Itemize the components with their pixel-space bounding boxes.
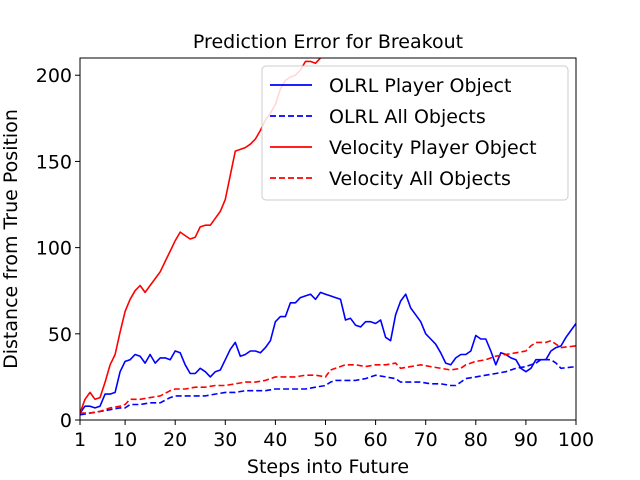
series-line-olrl-all-objects xyxy=(80,358,576,416)
x-tick-label: 1 xyxy=(74,429,86,451)
legend-box xyxy=(261,65,569,201)
y-tick-label: 0 xyxy=(60,410,72,432)
x-tick-label: 10 xyxy=(113,429,137,451)
chart-title: Prediction Error for Breakout xyxy=(193,31,463,53)
plot-frame xyxy=(79,57,577,421)
x-tick-label: 40 xyxy=(263,429,287,451)
y-axis-label: Distance from True Position xyxy=(0,109,22,369)
series-line-velocity-all-objects xyxy=(80,339,576,414)
x-axis-label: Steps into Future xyxy=(247,456,409,478)
legend-label-olrl-all-objects: OLRL All Objects xyxy=(329,106,486,128)
legend: OLRL Player Object OLRL All Objects Veloci… xyxy=(261,65,569,201)
y-tick-label: 50 xyxy=(48,324,72,346)
legend-label-olrl-player-object: OLRL Player Object xyxy=(329,75,511,97)
legend-label-velocity-player-object: Velocity Player Object xyxy=(329,137,537,159)
series-line-olrl-player-object xyxy=(80,291,576,414)
legend-label-velocity-all-objects: Velocity All Objects xyxy=(329,168,511,190)
y-axis: 0 50 100 150 200 xyxy=(36,65,80,432)
y-tick-label: 150 xyxy=(36,151,72,173)
x-tick-label: 100 xyxy=(558,429,594,451)
x-tick-label: 70 xyxy=(414,429,438,451)
y-tick-label: 200 xyxy=(36,65,72,87)
x-tick-label: 60 xyxy=(364,429,388,451)
y-tick-label: 100 xyxy=(36,238,72,260)
x-tick-label: 30 xyxy=(213,429,237,451)
x-tick-label: 80 xyxy=(464,429,488,451)
x-tick-label: 90 xyxy=(514,429,538,451)
x-tick-label: 20 xyxy=(163,429,187,451)
x-tick-label: 50 xyxy=(313,429,337,451)
x-axis: 1 10 20 30 40 50 60 70 80 90 100 xyxy=(74,420,594,451)
